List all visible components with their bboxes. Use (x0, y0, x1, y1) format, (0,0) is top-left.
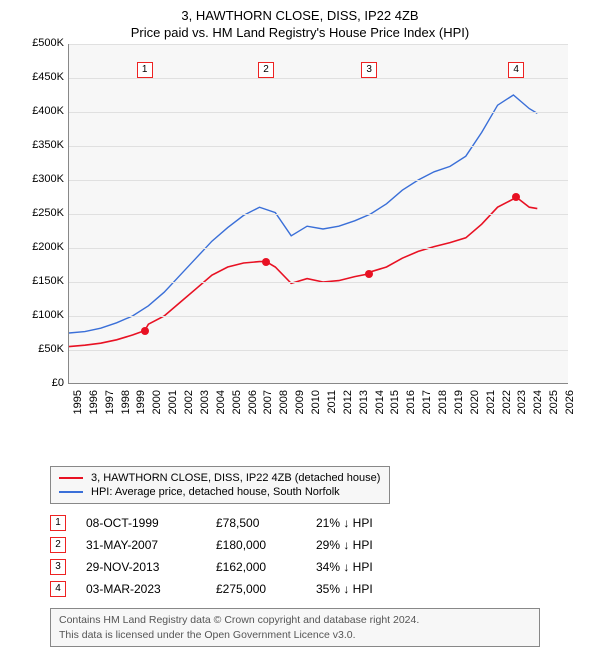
x-axis-label: 1996 (88, 390, 100, 420)
gridline (69, 214, 568, 215)
x-axis-label: 2006 (247, 390, 259, 420)
gridline (69, 282, 568, 283)
x-axis-label: 1999 (135, 390, 147, 420)
sales-table: 1 08-OCT-1999£78,50021% ↓ HPI 2 31-MAY-2007… (50, 512, 600, 600)
gridline (69, 44, 568, 45)
sale-marker-box: 1 (137, 62, 153, 78)
gridline (69, 316, 568, 317)
sale-marker-dot (365, 270, 373, 278)
legend-item: 3, HAWTHORN CLOSE, DISS, IP22 4ZB (detac… (59, 471, 381, 485)
x-axis-label: 2010 (310, 390, 322, 420)
y-axis-label: £200K (20, 241, 64, 253)
y-axis-label: £100K (20, 309, 64, 321)
plot-region: 1 2 3 4 (68, 44, 568, 384)
sale-row: 2 31-MAY-2007£180,00029% ↓ HPI (50, 534, 600, 556)
footer-line2: This data is licensed under the Open Gov… (59, 628, 531, 643)
sale-price: £162,000 (216, 560, 316, 574)
sale-row: 4 03-MAR-2023£275,00035% ↓ HPI (50, 578, 600, 600)
sale-hpi-diff: 29% ↓ HPI (316, 538, 426, 552)
property-line (69, 197, 537, 347)
y-axis-label: £50K (20, 343, 64, 355)
sale-row-marker: 3 (50, 559, 66, 575)
x-axis-label: 2002 (183, 390, 195, 420)
sale-hpi-diff: 35% ↓ HPI (316, 582, 426, 596)
sale-marker-dot (262, 258, 270, 266)
y-axis-label: £0 (20, 377, 64, 389)
x-axis-label: 1997 (104, 390, 116, 420)
y-axis-label: £150K (20, 275, 64, 287)
x-axis-label: 2004 (215, 390, 227, 420)
legend-item: HPI: Average price, detached house, Sout… (59, 485, 381, 499)
x-axis-label: 1995 (72, 390, 84, 420)
x-axis-label: 2026 (564, 390, 576, 420)
sale-date: 03-MAR-2023 (86, 582, 216, 596)
x-axis-label: 2020 (469, 390, 481, 420)
x-axis-label: 2008 (278, 390, 290, 420)
x-axis-label: 2013 (358, 390, 370, 420)
sale-marker-dot (512, 193, 520, 201)
y-axis-label: £500K (20, 37, 64, 49)
x-axis-label: 2019 (453, 390, 465, 420)
x-axis-label: 2001 (167, 390, 179, 420)
x-axis-label: 2003 (199, 390, 211, 420)
legend-swatch (59, 477, 83, 479)
x-axis-label: 2022 (501, 390, 513, 420)
footer-line1: Contains HM Land Registry data © Crown c… (59, 613, 531, 628)
x-axis-label: 2011 (326, 390, 338, 420)
x-axis-label: 2018 (437, 390, 449, 420)
sale-row-marker: 4 (50, 581, 66, 597)
sale-price: £78,500 (216, 516, 316, 530)
x-axis-label: 2024 (532, 390, 544, 420)
sale-marker-dot (141, 327, 149, 335)
sale-hpi-diff: 34% ↓ HPI (316, 560, 426, 574)
gridline (69, 78, 568, 79)
x-axis-label: 2007 (262, 390, 274, 420)
chart-subtitle: Price paid vs. HM Land Registry's House … (0, 23, 600, 44)
y-axis-label: £300K (20, 173, 64, 185)
sale-row-marker: 2 (50, 537, 66, 553)
gridline (69, 112, 568, 113)
x-axis-label: 2023 (516, 390, 528, 420)
sale-row: 3 29-NOV-2013£162,00034% ↓ HPI (50, 556, 600, 578)
gridline (69, 350, 568, 351)
chart-title-address: 3, HAWTHORN CLOSE, DISS, IP22 4ZB (0, 0, 600, 23)
gridline (69, 180, 568, 181)
x-axis-label: 2009 (294, 390, 306, 420)
x-axis-label: 2016 (405, 390, 417, 420)
legend-label: 3, HAWTHORN CLOSE, DISS, IP22 4ZB (detac… (91, 472, 380, 484)
y-axis-label: £450K (20, 71, 64, 83)
sale-row: 1 08-OCT-1999£78,50021% ↓ HPI (50, 512, 600, 534)
attribution-footer: Contains HM Land Registry data © Crown c… (50, 608, 540, 647)
x-axis-label: 2012 (342, 390, 354, 420)
sale-price: £275,000 (216, 582, 316, 596)
x-axis-label: 2025 (548, 390, 560, 420)
y-axis-label: £400K (20, 105, 64, 117)
x-axis-label: 2014 (374, 390, 386, 420)
sale-marker-box: 3 (361, 62, 377, 78)
gridline (69, 146, 568, 147)
sale-date: 08-OCT-1999 (86, 516, 216, 530)
chart-area: 1 2 3 4 £0 £50K £100K £150K £200K £250K £300K £350… (20, 44, 580, 424)
x-axis-label: 2000 (151, 390, 163, 420)
x-axis-label: 2015 (389, 390, 401, 420)
gridline (69, 248, 568, 249)
x-axis-label: 2005 (231, 390, 243, 420)
sale-date: 29-NOV-2013 (86, 560, 216, 574)
sale-hpi-diff: 21% ↓ HPI (316, 516, 426, 530)
sale-marker-box: 2 (258, 62, 274, 78)
chart-container: 3, HAWTHORN CLOSE, DISS, IP22 4ZB Price … (0, 0, 600, 620)
legend-swatch (59, 491, 83, 493)
x-axis-label: 1998 (120, 390, 132, 420)
legend: 3, HAWTHORN CLOSE, DISS, IP22 4ZB (detac… (50, 466, 390, 504)
sale-price: £180,000 (216, 538, 316, 552)
sale-row-marker: 1 (50, 515, 66, 531)
x-axis-label: 2021 (485, 390, 497, 420)
y-axis-label: £350K (20, 139, 64, 151)
sale-marker-box: 4 (508, 62, 524, 78)
sale-date: 31-MAY-2007 (86, 538, 216, 552)
y-axis-label: £250K (20, 207, 64, 219)
x-axis-label: 2017 (421, 390, 433, 420)
legend-label: HPI: Average price, detached house, Sout… (91, 486, 340, 498)
